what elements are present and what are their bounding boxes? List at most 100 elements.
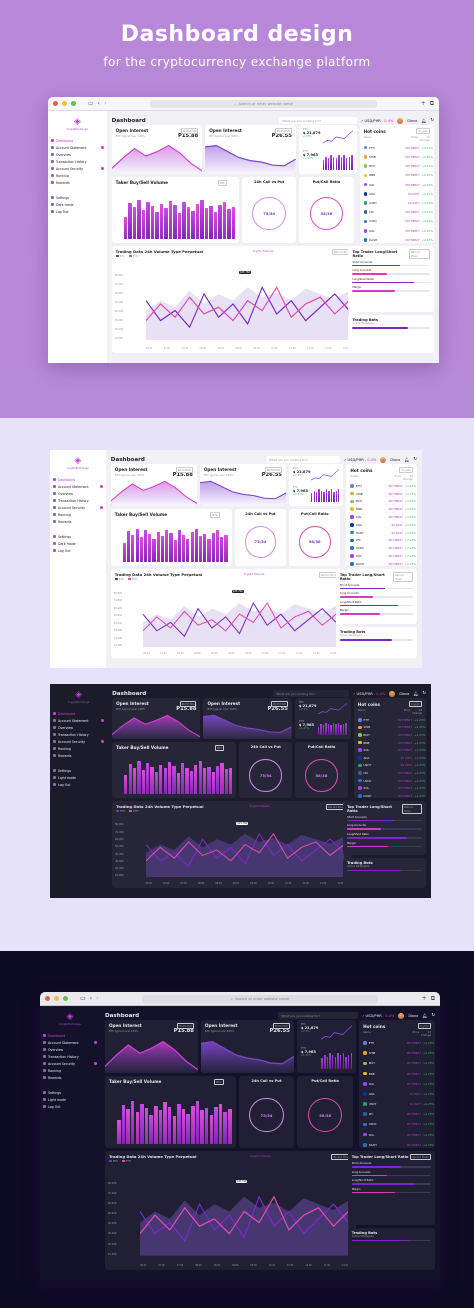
minimize-window-dot[interactable] [62,101,67,106]
coin-row[interactable]: USDT $0.2027 +2.23% [357,762,425,770]
coin-row[interactable]: BCH P0738827 +2.23% [363,161,433,170]
period-dropdown[interactable]: Period 8min [409,248,430,259]
coin-row[interactable]: SOL P0738827 +2.23% [357,784,425,792]
sidebar-item-log-out[interactable]: Log Out [53,547,103,554]
coin-row[interactable]: ADA $0.2057 +2.23% [357,754,425,762]
coin-row[interactable]: SHIB P0738827 +2.25% [357,724,425,732]
coin-filter-dropdown[interactable]: Crypto [399,467,413,473]
coin-row[interactable]: SOL P0738827 +2.23% [363,180,433,189]
coin-row[interactable]: USDT $0.2027 +2.23% [350,529,416,537]
sidebar-item-dashboard[interactable]: Dashboard [51,137,104,144]
coin-row[interactable]: BCH P0738827 +2.23% [357,731,425,739]
address-bar[interactable]: ⌕ Search or enter website name [150,99,377,108]
coin-row[interactable]: ADA $0.2057 +2.23% [363,1089,434,1099]
currency-pair[interactable]: ⇗ USD/PHR - 0.4% [362,1014,395,1018]
avatar[interactable] [397,117,404,124]
coin-row[interactable]: USDC P0738827 +2.23% [357,777,425,785]
futures-tag[interactable]: Crypto Futures [249,803,270,808]
coin-row[interactable]: USDT $0.2027 +2.23% [363,198,433,207]
search-input[interactable]: What are you looking for? [266,456,340,463]
sidebar-item-account-security[interactable]: Account Security [53,504,103,511]
sidebar-item-log-out[interactable]: Log Out [43,1103,97,1110]
sidebar-item-transaction-history[interactable]: Transaction History [53,497,103,504]
sidebar-item-dark-mode[interactable]: Dark mode [51,201,104,208]
forward-icon[interactable]: › [104,99,107,107]
sidebar-item-overview[interactable]: Overview [53,724,104,731]
coin-row[interactable]: SHIB P0738827 +2.25% [363,152,433,161]
back-icon[interactable]: ‹ [97,99,101,107]
currency-pair[interactable]: ⇗ USD/PHR - 0.4% [361,119,394,123]
coin-row[interactable]: SHIB P0738827 +2.25% [350,490,416,498]
period-dropdown[interactable]: Period 8min [401,803,423,814]
coin-row[interactable]: USDC P0738827 +2.23% [350,544,416,552]
sidebar-item-transaction-history[interactable]: Transaction History [53,731,104,738]
coin-row[interactable]: LTC P0738827 +2.23% [363,208,433,217]
coin-row[interactable]: SOL P0738827 +2.23% [350,552,416,560]
coin-row[interactable]: ETH P0738827 +2.23% [357,716,425,724]
tabs-overview-icon[interactable]: ⧉ [430,994,435,1002]
notification-icon[interactable]: 🔔︎ [421,118,427,123]
coin-row[interactable]: SHIB P0738827 +2.25% [363,1048,434,1058]
tabs-overview-icon[interactable]: ⧉ [429,99,434,107]
coin-filter-dropdown[interactable]: Crypto [416,128,430,134]
sidebar-toggle-icon[interactable]: ▭ [80,994,86,1002]
coin-row[interactable]: LTC P0738827 +2.23% [357,769,425,777]
coin-row[interactable]: BNB P0738827 +2.23% [350,505,416,513]
refresh-icon[interactable]: ↻ [413,457,417,462]
sidebar-item-dashboard[interactable]: Dashboard [43,1032,97,1039]
sidebar-item-account-statement[interactable]: Account Statement [53,717,105,724]
coin-row[interactable]: DASH P0738827 +2.23% [363,1140,434,1150]
sidebar-item-account-security[interactable]: Account Security [53,738,105,745]
new-tab-icon[interactable]: + [421,994,427,1002]
sidebar-item-rewards[interactable]: Rewards [51,179,104,186]
sidebar-item-settings[interactable]: Settings [43,1089,97,1096]
coin-row[interactable]: DASH P0738827 +2.23% [363,235,433,244]
sidebar-item-light-mode[interactable]: Light mode [43,1096,97,1103]
sidebar-item-transaction-history[interactable]: Transaction History [43,1053,97,1060]
coin-filter-dropdown[interactable]: Crypto [408,701,423,707]
back-icon[interactable]: ‹ [89,994,93,1002]
coin-row[interactable]: ADA $0.2057 +2.23% [350,521,416,529]
coin-row[interactable]: LTC P0738827 +2.23% [350,536,416,544]
sidebar-item-ranking[interactable]: Ranking [53,745,104,752]
sidebar-item-rewards[interactable]: Rewards [53,752,104,759]
sidebar-item-transaction-history[interactable]: Transaction History [51,158,104,165]
coin-row[interactable]: SOL P0738827 +2.23% [363,1130,434,1140]
period-dropdown[interactable]: Period 8min [410,1154,431,1161]
minimize-window-dot[interactable] [54,996,59,1001]
period-dropdown[interactable]: Period 8min [393,571,413,582]
sidebar-item-account-security[interactable]: Account Security [43,1060,97,1067]
coin-filter-dropdown[interactable]: Crypto [417,1023,431,1029]
close-window-dot[interactable] [53,101,58,106]
sidebar-item-overview[interactable]: Overview [43,1046,97,1053]
coin-row[interactable]: ETH P0738827 +2.23% [350,482,416,490]
sidebar-item-account-security[interactable]: Account Security [51,165,104,172]
avatar[interactable] [389,690,396,697]
sidebar-item-settings[interactable]: Settings [51,194,104,201]
address-bar[interactable]: ⌕ Search or enter website name [142,994,378,1003]
coin-row[interactable]: ETH P0738827 +2.23% [363,1038,434,1048]
sidebar-item-ranking[interactable]: Ranking [43,1067,97,1074]
sidebar-item-rewards[interactable]: Rewards [53,518,103,525]
sidebar-item-dashboard[interactable]: Dashboard [53,476,103,483]
futures-tag[interactable]: Crypto Futures [250,1154,271,1159]
notification-icon[interactable]: 🔔︎ [404,457,410,462]
coin-row[interactable]: LTC P0738827 +2.23% [363,1109,434,1119]
sidebar-item-account-statement[interactable]: Account Statement [53,483,103,490]
coin-row[interactable]: DASH P0738827 +2.23% [357,792,425,800]
coin-row[interactable]: BCH P0738827 +2.23% [350,498,416,506]
avatar[interactable] [398,1012,405,1019]
search-input[interactable]: What are you looking for? [279,117,357,124]
sidebar-item-account-statement[interactable]: Account Statement [43,1039,97,1046]
coin-row[interactable]: SOL P0738827 +2.23% [363,1079,434,1089]
sidebar-item-settings[interactable]: Settings [53,533,103,540]
maximize-window-dot[interactable] [71,101,76,106]
currency-pair[interactable]: ⇗ USD/PHR - 0.4% [344,458,377,462]
sidebar-toggle-icon[interactable]: ▭ [88,99,94,107]
notification-icon[interactable]: 🔔︎ [422,1013,428,1018]
sidebar-item-dark-mode[interactable]: Dark mode [53,540,103,547]
search-input[interactable]: What are you looking for? [273,690,349,697]
refresh-icon[interactable]: ↻ [431,1013,435,1018]
coin-row[interactable]: SOL P0738827 +2.23% [363,226,433,235]
sidebar-item-overview[interactable]: Overview [53,490,103,497]
